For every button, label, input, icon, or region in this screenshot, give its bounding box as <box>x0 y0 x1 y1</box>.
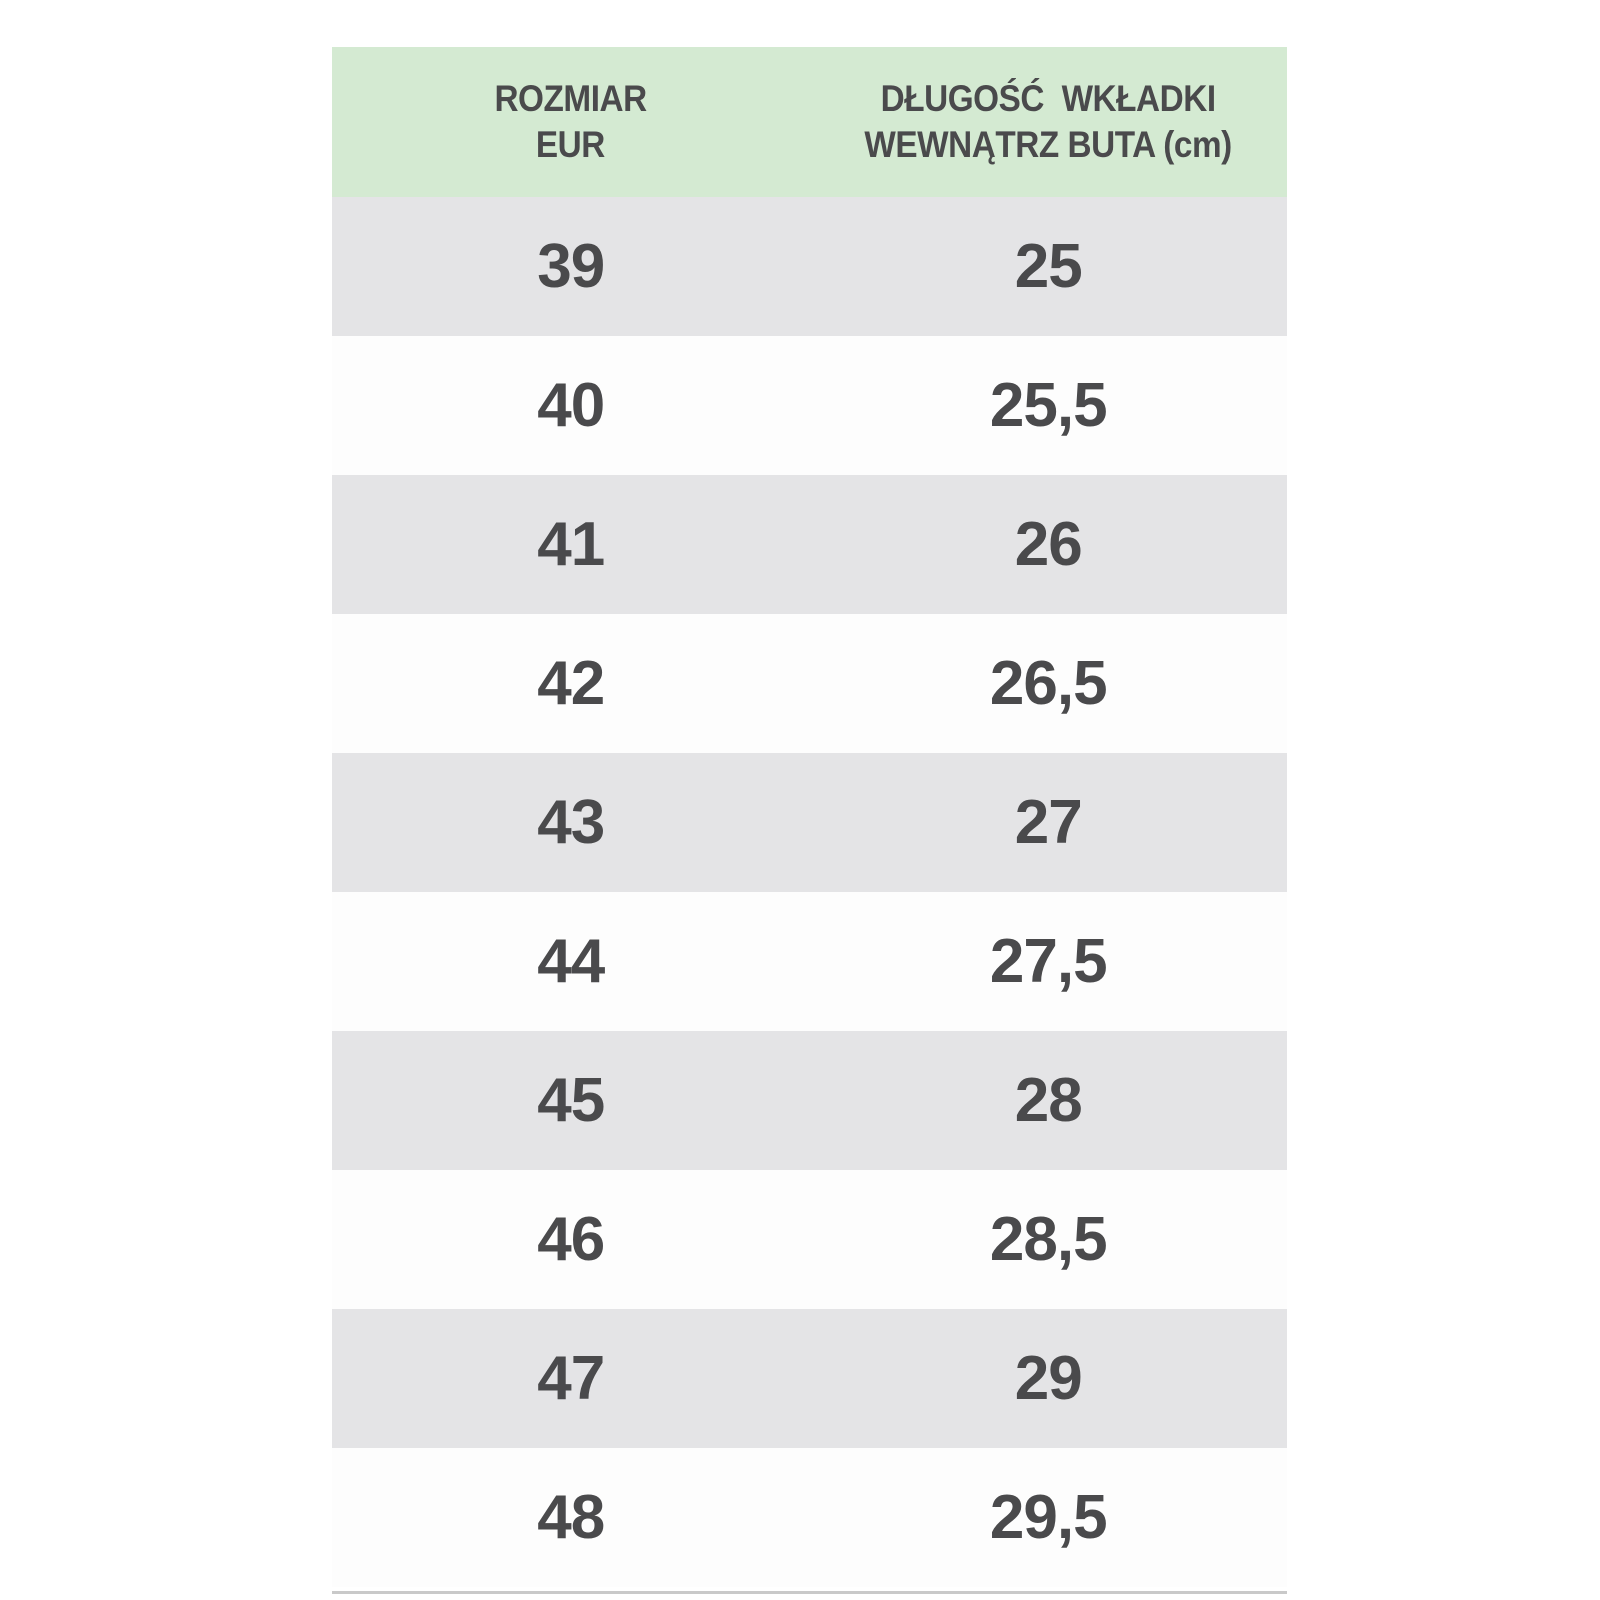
insole-length-value: 25 <box>1014 232 1083 301</box>
eur-size-value: 41 <box>537 510 605 579</box>
table-row: 44 27,5 <box>332 892 1287 1031</box>
table-row: 48 29,5 <box>332 1448 1287 1587</box>
header-eur-line2: EUR <box>536 124 606 165</box>
insole-length-value: 29,5 <box>989 1483 1108 1552</box>
table-row: 41 26 <box>332 475 1287 614</box>
insole-length-value: 26,5 <box>989 649 1108 718</box>
insole-length-value: 25,5 <box>989 371 1108 440</box>
shoe-size-table: ROZMIAR EUR DŁUGOŚĆ WKŁADKI WEWNĄTRZ BUT… <box>332 47 1287 1594</box>
header-length-line2: WEWNĄTRZ BUTA (cm) <box>864 124 1233 165</box>
table-row: 43 27 <box>332 753 1287 892</box>
table-row: 45 28 <box>332 1031 1287 1170</box>
eur-size-value: 44 <box>537 927 605 996</box>
eur-size-value: 45 <box>537 1066 605 1135</box>
eur-size-value: 46 <box>537 1205 605 1274</box>
table-row: 46 28,5 <box>332 1170 1287 1309</box>
table-row: 47 29 <box>332 1309 1287 1448</box>
insole-length-value: 28,5 <box>989 1205 1108 1274</box>
table-row: 40 25,5 <box>332 336 1287 475</box>
eur-size-value: 40 <box>537 371 605 440</box>
insole-length-value: 27,5 <box>989 927 1108 996</box>
eur-size-value: 48 <box>537 1483 605 1552</box>
insole-length-value: 27 <box>1014 788 1083 857</box>
insole-length-value: 29 <box>1014 1344 1083 1413</box>
header-col-eur-size: ROZMIAR EUR <box>332 47 810 197</box>
eur-size-value: 43 <box>537 788 605 857</box>
header-col-insole-length: DŁUGOŚĆ WKŁADKI WEWNĄTRZ BUTA (cm) <box>810 47 1288 197</box>
truncated-next-row-edge <box>332 1591 1287 1594</box>
eur-size-value: 42 <box>537 649 605 718</box>
header-eur-line1: ROZMIAR <box>494 78 648 119</box>
table-row: 39 25 <box>332 197 1287 336</box>
insole-length-value: 26 <box>1014 510 1083 579</box>
eur-size-value: 47 <box>537 1344 605 1413</box>
header-length-line1: DŁUGOŚĆ WKŁADKI <box>880 78 1216 119</box>
table-header-row: ROZMIAR EUR DŁUGOŚĆ WKŁADKI WEWNĄTRZ BUT… <box>332 47 1287 197</box>
table-row: 42 26,5 <box>332 614 1287 753</box>
eur-size-value: 39 <box>537 232 605 301</box>
insole-length-value: 28 <box>1014 1066 1083 1135</box>
